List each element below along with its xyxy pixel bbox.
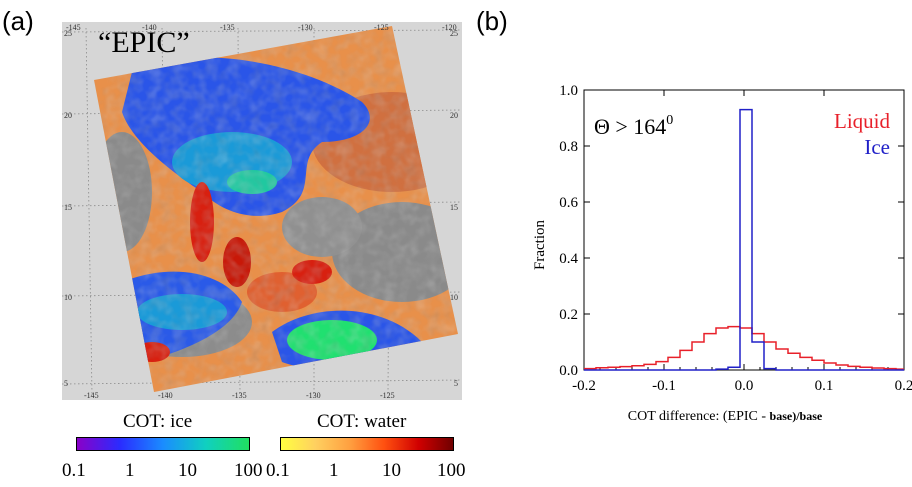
legend-liquid: Liquid (834, 109, 890, 133)
lon-tick-top: -125 (374, 23, 389, 32)
legend-ice: Ice (864, 135, 890, 159)
colorbar-water (280, 437, 454, 451)
lon-tick-top: -145 (66, 23, 81, 32)
colorbar-ice-tick: 100 (234, 460, 263, 481)
histogram-series (584, 108, 904, 371)
series-ice (584, 108, 904, 371)
lon-ticks-top: -145 -140 -135 -130 -125 -120 (66, 23, 457, 32)
colorbar-ice (76, 437, 250, 451)
lon-tick-bottom: -125 (380, 391, 395, 400)
lon-tick-bottom: -145 (84, 391, 99, 400)
lon-tick-bottom: -135 (232, 391, 247, 400)
x-axis-label: COT difference: (EPIC - base)/base (628, 409, 823, 424)
colorbar-water-tick: 100 (437, 460, 466, 481)
colorbar-ice-title: COT: ice (123, 411, 193, 432)
angle-annotation-sup: 0 (666, 113, 673, 128)
lat-ticks-right: 25 20 15 10 5 (450, 29, 458, 388)
lon-tick-top: -135 (220, 23, 235, 32)
map-title: “EPIC” (98, 26, 190, 59)
lat-tick-left: 20 (64, 111, 72, 120)
lon-tick-top: -130 (298, 23, 313, 32)
lat-tick-right: 15 (450, 203, 458, 212)
angle-annotation: Θ > 1640 (594, 113, 673, 139)
lat-tick-left: 5 (64, 379, 68, 388)
lon-tick-top: -120 (442, 23, 457, 32)
lon-tick-bottom: -140 (158, 391, 173, 400)
lon-tick-bottom: -130 (306, 391, 321, 400)
x-axis-label-main: COT difference: (EPIC - (628, 409, 770, 424)
histogram-chart: -0.2 -0.1 0.0 0.1 0.2 0.0 0.2 0.4 0.6 0.8 1.0 Frac… (532, 83, 912, 424)
y-tick-label: 0.8 (559, 139, 578, 155)
colorbar-water-title: COT: water (317, 411, 407, 432)
y-axis-label: Fraction (532, 220, 548, 270)
x-tick-label: -0.2 (572, 378, 596, 394)
lat-tick-right: 20 (450, 111, 458, 120)
y-tick-label: 0.6 (559, 195, 578, 211)
lat-ticks-left: 25 20 15 10 5 (64, 29, 72, 388)
lat-tick-right: 5 (454, 379, 458, 388)
cot-map: “EPIC” -145 -140 -135 -130 -125 -120 -14… (61, 22, 463, 400)
colorbar-water-tick: 0.1 (266, 460, 290, 481)
lat-tick-right: 25 (450, 29, 458, 38)
lat-tick-left: 10 (64, 293, 72, 302)
angle-annotation-text: Θ > 164 (594, 114, 666, 139)
colorbar-ice-tick: 1 (125, 460, 135, 481)
series-liquid (584, 325, 904, 370)
x-tick-label: 0.0 (735, 378, 754, 394)
x-tick-label: 0.1 (815, 378, 834, 394)
y-tick-label: 0.4 (559, 251, 578, 267)
y-tick-label: 0.0 (559, 363, 578, 379)
colorbar-ice-tick: 0.1 (62, 460, 86, 481)
lat-tick-left: 15 (64, 203, 72, 212)
colorbar-water-tick: 1 (329, 460, 339, 481)
y-tick-label: 0.2 (559, 307, 578, 323)
map-svg: “EPIC” -145 -140 -135 -130 -125 -120 -14… (61, 22, 463, 400)
x-tick-label: -0.1 (652, 378, 676, 394)
x-axis-label-bold: base)/base (770, 409, 823, 423)
lat-tick-right: 10 (450, 293, 458, 302)
histogram-axes: -0.2 -0.1 0.0 0.1 0.2 0.0 0.2 0.4 0.6 0.8 1.0 (559, 83, 912, 394)
colorbar-ice-tick: 10 (178, 460, 197, 481)
panel-b-label: (b) (476, 6, 508, 36)
x-tick-label: 0.2 (895, 378, 912, 394)
colorbar-water-tick: 10 (382, 460, 401, 481)
lon-tick-top: -140 (142, 23, 157, 32)
panel-a-label: (a) (2, 6, 34, 36)
y-tick-label: 1.0 (559, 83, 578, 99)
lat-tick-left: 25 (64, 29, 72, 38)
lon-ticks-bottom: -145 -140 -135 -130 -125 (84, 391, 395, 400)
